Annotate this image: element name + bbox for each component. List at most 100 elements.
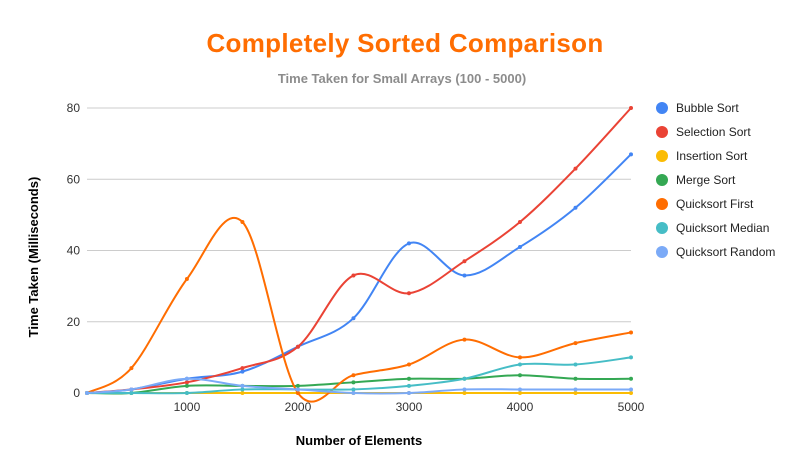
data-point-quicksort-first: [295, 391, 300, 395]
chart-title: Completely Sorted Comparison: [206, 28, 604, 58]
data-point-quicksort-random: [351, 391, 356, 395]
data-point-quicksort-first: [184, 277, 189, 281]
legend-item-selection-sort: Selection Sort: [656, 125, 751, 139]
y-tick-label: 80: [67, 101, 81, 115]
data-point-quicksort-median: [351, 387, 356, 392]
series-quicksort-first: [85, 217, 633, 403]
data-point-bubble-sort: [406, 241, 411, 246]
data-point-quicksort-median: [406, 383, 411, 388]
legend-marker-quicksort-first: [656, 198, 668, 210]
data-point-quicksort-median: [184, 391, 189, 395]
legend-item-insertion-sort: Insertion Sort: [656, 149, 748, 163]
x-tick-label: 4000: [507, 400, 534, 414]
data-point-selection-sort: [351, 273, 356, 278]
data-point-quicksort-first: [629, 330, 633, 335]
y-axis-title: Time Taken (Milliseconds): [26, 177, 41, 338]
data-point-quicksort-first: [406, 362, 411, 367]
x-tick-label: 2000: [285, 400, 312, 414]
data-point-quicksort-first: [240, 220, 245, 224]
data-point-insertion-sort: [462, 391, 467, 395]
legend-marker-insertion-sort: [656, 150, 668, 162]
legend-item-quicksort-first: Quicksort First: [656, 197, 754, 211]
data-point-bubble-sort: [351, 316, 356, 321]
data-point-quicksort-random: [129, 387, 134, 392]
data-point-selection-sort: [517, 220, 522, 224]
gridlines: [87, 107, 631, 394]
data-point-merge-sort: [517, 373, 522, 378]
y-tick-label: 0: [73, 386, 80, 400]
data-point-selection-sort: [406, 291, 411, 296]
data-point-bubble-sort: [462, 273, 467, 278]
legend-item-quicksort-random: Quicksort Random: [656, 245, 775, 259]
legend: Bubble Sort Selection Sort Insertion Sort M…: [656, 101, 775, 259]
data-point-selection-sort: [462, 259, 467, 264]
data-point-quicksort-random: [406, 391, 411, 395]
data-point-merge-sort: [351, 380, 356, 385]
data-point-quicksort-random: [295, 387, 300, 392]
x-axis-title: Number of Elements: [296, 433, 422, 448]
data-point-merge-sort: [295, 383, 300, 388]
data-point-quicksort-random: [462, 387, 467, 392]
data-point-quicksort-first: [462, 337, 467, 342]
data-point-selection-sort: [240, 366, 245, 371]
data-point-merge-sort: [184, 383, 189, 388]
data-point-selection-sort: [573, 166, 578, 171]
y-tick-label: 20: [67, 315, 81, 329]
y-tick-label: 40: [67, 244, 81, 258]
legend-item-quicksort-median: Quicksort Median: [656, 221, 769, 235]
series-line-selection-sort: [86, 107, 632, 394]
x-tick-label: 5000: [618, 400, 645, 414]
legend-marker-bubble-sort: [656, 102, 668, 114]
data-point-selection-sort: [629, 106, 633, 110]
data-point-bubble-sort: [573, 205, 578, 210]
data-point-merge-sort: [629, 376, 633, 381]
data-point-merge-sort: [406, 376, 411, 381]
legend-marker-quicksort-median: [656, 222, 668, 234]
data-point-quicksort-random: [517, 387, 522, 392]
data-point-quicksort-random: [240, 383, 245, 388]
data-point-quicksort-median: [129, 391, 134, 395]
legend-marker-quicksort-random: [656, 246, 668, 258]
data-point-bubble-sort: [240, 369, 245, 374]
legend-label-quicksort-random: Quicksort Random: [676, 245, 775, 259]
data-point-insertion-sort: [240, 391, 245, 395]
series-lines: [85, 106, 633, 403]
series-quicksort-random: [85, 376, 633, 395]
data-point-bubble-sort: [517, 244, 522, 249]
data-point-selection-sort: [295, 344, 300, 349]
legend-label-bubble-sort: Bubble Sort: [676, 101, 739, 115]
legend-item-bubble-sort: Bubble Sort: [656, 101, 739, 115]
data-point-quicksort-first: [573, 341, 578, 346]
y-tick-label: 60: [67, 172, 81, 186]
data-point-merge-sort: [573, 376, 578, 381]
legend-item-merge-sort: Merge Sort: [656, 173, 736, 187]
legend-label-selection-sort: Selection Sort: [676, 125, 751, 139]
data-point-quicksort-median: [573, 362, 578, 367]
data-point-quicksort-first: [129, 366, 134, 371]
legend-label-quicksort-first: Quicksort First: [676, 197, 754, 211]
series-line-quicksort-first: [86, 217, 632, 403]
series-merge-sort: [85, 373, 633, 395]
legend-label-insertion-sort: Insertion Sort: [676, 149, 748, 163]
data-point-quicksort-random: [85, 391, 89, 395]
x-tick-label: 1000: [174, 400, 201, 414]
data-point-bubble-sort: [629, 152, 633, 157]
data-point-insertion-sort: [573, 391, 578, 395]
chart-subtitle: Time Taken for Small Arrays (100 - 5000): [277, 71, 527, 86]
legend-label-merge-sort: Merge Sort: [676, 173, 736, 187]
data-point-quicksort-median: [517, 362, 522, 367]
legend-label-quicksort-median: Quicksort Median: [676, 221, 769, 235]
series-quicksort-median: [85, 355, 633, 395]
legend-marker-merge-sort: [656, 174, 668, 186]
legend-marker-selection-sort: [656, 126, 668, 138]
data-point-quicksort-random: [184, 376, 189, 381]
data-point-quicksort-first: [517, 355, 522, 360]
data-point-quicksort-first: [351, 373, 356, 378]
data-point-quicksort-median: [462, 376, 467, 381]
tick-labels: 0 20 40 60 80 1000 2000 3000 4000 5000: [67, 101, 645, 414]
data-point-insertion-sort: [629, 391, 633, 395]
data-point-quicksort-median: [629, 355, 633, 360]
data-point-insertion-sort: [517, 391, 522, 395]
